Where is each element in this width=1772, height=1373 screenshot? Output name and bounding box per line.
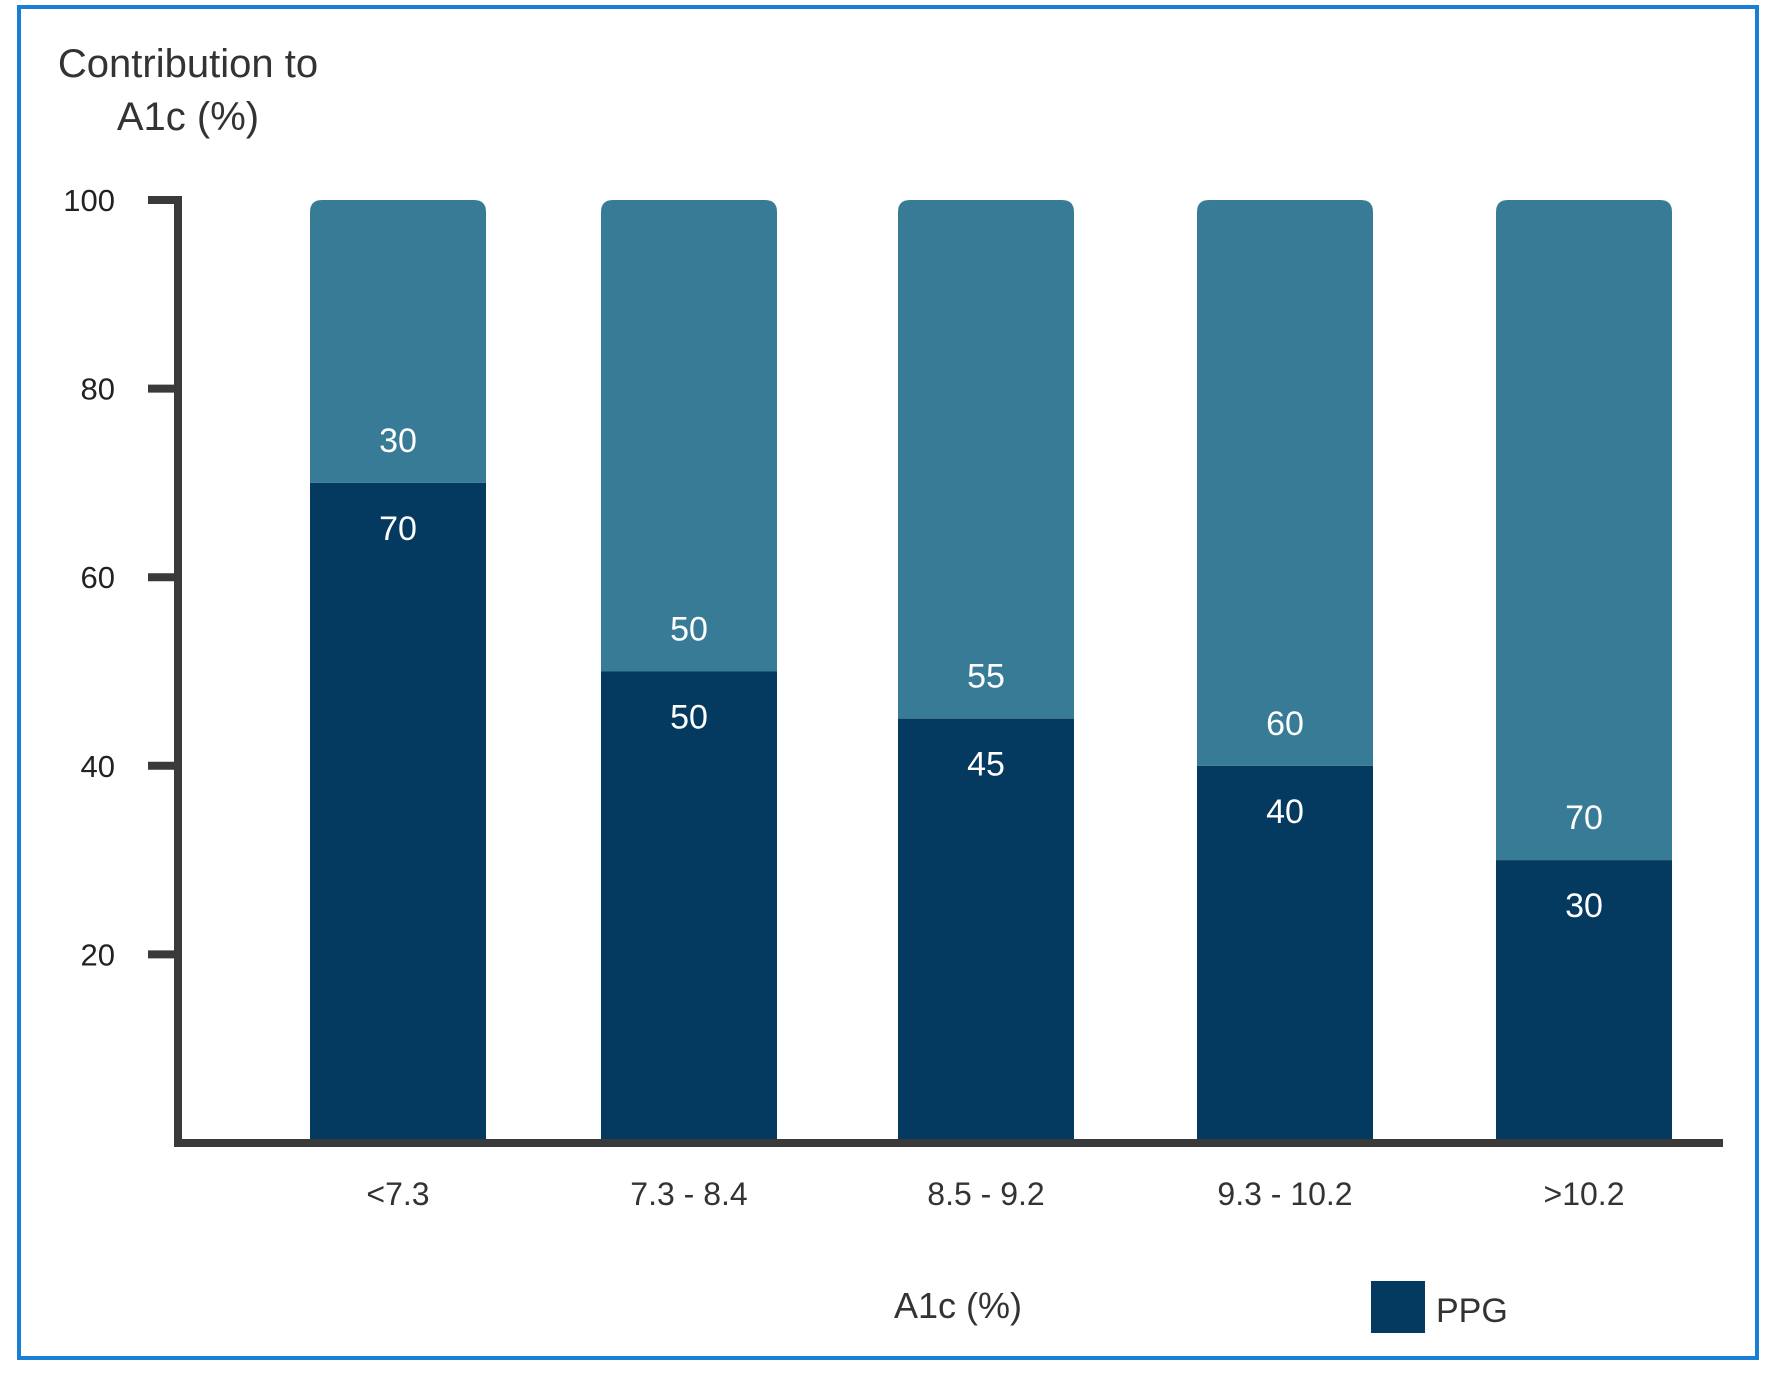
data-label-ppg: 50 bbox=[670, 699, 708, 737]
x-category-label: <7.3 bbox=[366, 1176, 429, 1212]
y-tick-label: 40 bbox=[81, 749, 115, 784]
x-category-labels-layer: <7.3 7.3 - 8.4 8.5 - 9.2 9.3 - 10.2 >10.2 bbox=[366, 1176, 1624, 1212]
data-label-ppg: 40 bbox=[1266, 793, 1304, 831]
x-axis-title: A1c (%) bbox=[894, 1285, 1022, 1326]
x-category-label: 7.3 - 8.4 bbox=[630, 1176, 747, 1212]
legend-swatch-ppg bbox=[1371, 1281, 1425, 1333]
y-axis-title-line-1: Contribution to bbox=[58, 42, 318, 86]
data-label-upper: 60 bbox=[1266, 705, 1304, 743]
y-tick-label: 100 bbox=[63, 183, 115, 218]
bar-ppg-segment bbox=[1197, 765, 1373, 1143]
data-label-ppg: 70 bbox=[379, 510, 417, 548]
bars-layer bbox=[310, 200, 1672, 1143]
data-labels-layer: 30 70 50 50 55 45 60 40 70 30 bbox=[379, 422, 1603, 925]
bar-upper-segment bbox=[898, 200, 1074, 719]
bar-upper-segment bbox=[1496, 200, 1672, 861]
y-tick-label: 20 bbox=[81, 937, 115, 972]
bar-upper-segment bbox=[310, 200, 486, 483]
bar-ppg-segment bbox=[1496, 860, 1672, 1143]
legend: PPG bbox=[1371, 1281, 1508, 1333]
y-tick-label: 80 bbox=[81, 372, 115, 407]
bar-upper-segment bbox=[601, 200, 777, 672]
y-tick-label: 60 bbox=[81, 560, 115, 595]
x-category-label: 9.3 - 10.2 bbox=[1217, 1176, 1352, 1212]
y-ticks-layer: 20 40 60 80 100 bbox=[63, 183, 178, 972]
data-label-upper: 30 bbox=[379, 422, 417, 460]
data-label-ppg: 30 bbox=[1565, 887, 1603, 925]
data-label-upper: 70 bbox=[1565, 799, 1603, 837]
data-label-ppg: 45 bbox=[967, 746, 1005, 784]
legend-label-ppg: PPG bbox=[1436, 1292, 1508, 1330]
x-category-label: 8.5 - 9.2 bbox=[927, 1176, 1044, 1212]
bar-ppg-segment bbox=[601, 671, 777, 1143]
bar-ppg-segment bbox=[898, 718, 1074, 1143]
bar-ppg-segment bbox=[310, 482, 486, 1143]
y-axis-title-line-2: A1c (%) bbox=[117, 95, 259, 139]
bar-upper-segment bbox=[1197, 200, 1373, 766]
chart-frame bbox=[17, 5, 1759, 1360]
data-label-upper: 50 bbox=[670, 611, 708, 649]
data-label-upper: 55 bbox=[967, 658, 1005, 696]
axes-layer bbox=[174, 196, 1723, 1147]
x-category-label: >10.2 bbox=[1544, 1176, 1625, 1212]
